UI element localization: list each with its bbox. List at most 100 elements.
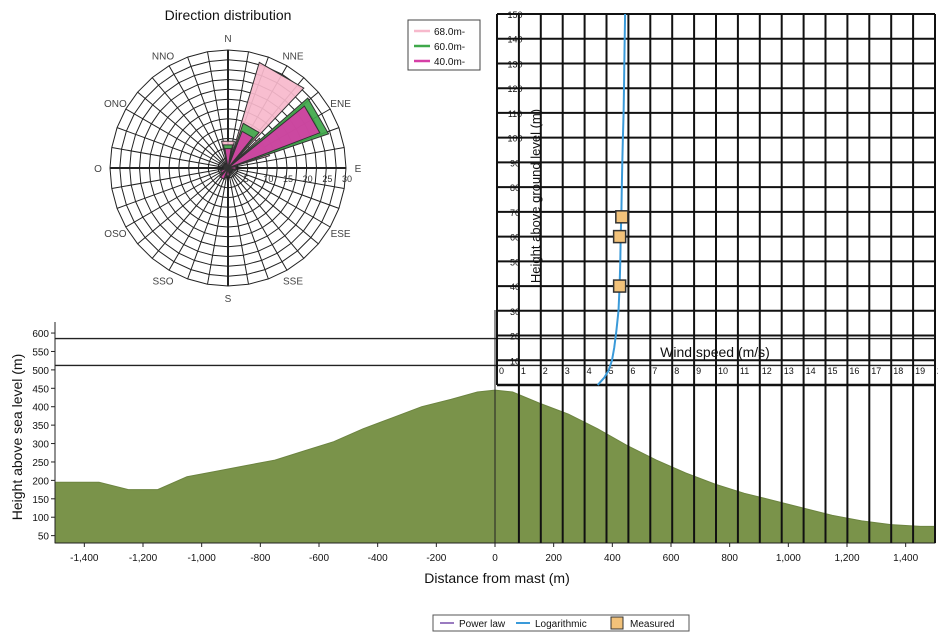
wind-x-tick-label: 16 — [849, 366, 859, 376]
wind-y-tick-label: 10 — [510, 356, 520, 366]
rose-spoke — [151, 77, 229, 169]
terrain-x-tick-label: 1,400 — [893, 553, 918, 564]
wind-x-tick-label: 2 — [543, 366, 548, 376]
rose-spoke — [227, 167, 331, 228]
wind-x-tick-label: 19 — [915, 366, 925, 376]
rose-legend-label: 60.0m- — [434, 42, 465, 53]
wind-xlabel: Wind speed (m/s) — [660, 344, 770, 360]
direction-rose: Direction distribution 5 10 15 20 25 30NNNEEN… — [94, 7, 362, 305]
rose-title: Direction distribution — [165, 7, 292, 23]
terrain-y-tick-label: 300 — [32, 440, 49, 451]
wind-y-tick-label: 150 — [507, 10, 522, 20]
rose-direction-label: SSE — [283, 277, 303, 288]
bottom-legend-box — [432, 614, 690, 632]
rose-spoke — [227, 167, 249, 285]
rose-spoke — [187, 56, 229, 169]
measured-point — [612, 279, 627, 293]
wind-y-tick-label: 70 — [510, 208, 520, 218]
wind-y-tick-label: 50 — [510, 257, 520, 267]
rose-wedge — [224, 148, 232, 169]
wind-x-tick-label: 15 — [828, 366, 838, 376]
measured-point — [615, 210, 629, 224]
terrain-ylabel: Height above sea level (m) — [9, 354, 25, 521]
wind-x-tick-label: 8 — [674, 366, 679, 376]
wind-y-tick-label: 30 — [510, 307, 520, 317]
wind-y-tick-label: 110 — [508, 109, 522, 119]
rose-radial-label: 10 — [263, 174, 273, 184]
rose-direction-label: ESE — [331, 229, 351, 240]
wind-y-tick-label: 80 — [510, 183, 520, 193]
terrain-x-tick-label: 600 — [663, 553, 680, 564]
bottom-legend-label: Measured — [630, 619, 674, 630]
bottom-legend-label: Logarithmic — [535, 619, 587, 630]
terrain-x-tick-label: 1,000 — [776, 553, 801, 564]
rose-spoke — [125, 108, 229, 169]
wind-y-tick-label: 90 — [510, 158, 520, 168]
rose-wedge — [227, 130, 254, 169]
terrain-y-tick-label: 50 — [38, 532, 50, 543]
rose-spoke — [111, 147, 229, 169]
rose-spoke — [187, 167, 229, 280]
rose-direction-label: N — [224, 34, 231, 45]
wind-x-tick-label: 17 — [871, 366, 881, 376]
terrain-chart: 50100150200250300350400450500550600-1,40… — [9, 310, 936, 586]
rose-legend-label: 68.0m- — [434, 27, 465, 38]
rose-spoke — [227, 167, 340, 209]
wind-y-tick-label: 100 — [507, 134, 522, 144]
rose-direction-label: S — [225, 294, 232, 305]
terrain-x-tick-label: 1,200 — [834, 553, 859, 564]
terrain-y-tick-label: 450 — [32, 384, 49, 395]
rose-wedge — [219, 167, 229, 174]
terrain-x-tick-label: -1,400 — [70, 553, 99, 564]
terrain-x-tick-label: -1,000 — [187, 553, 216, 564]
rose-direction-label: ONO — [104, 99, 127, 110]
terrain-x-tick-label: 800 — [721, 553, 738, 564]
terrain-axes: 50100150200250300350400450500550600-1,40… — [32, 310, 935, 564]
wind-x-tick-label: 6 — [630, 366, 635, 376]
wind-x-tick-label: 13 — [784, 366, 794, 376]
rose-spoke — [227, 167, 319, 245]
terrain-x-tick-label: -1,200 — [129, 553, 158, 564]
rose-radial-label: 15 — [283, 174, 293, 184]
rose-direction-label: O — [94, 164, 102, 175]
logarithmic-line — [596, 13, 627, 386]
rose-direction-label: E — [355, 164, 362, 175]
wind-y-tick-label: 140 — [507, 35, 522, 45]
wind-y-tick-label: 60 — [510, 233, 520, 243]
wind-x-tick-label: 11 — [740, 366, 749, 376]
terrain-x-tick-label: 200 — [545, 553, 562, 564]
wind-x-tick-label: 1 — [521, 366, 526, 376]
terrain-y-tick-label: 350 — [32, 421, 49, 432]
terrain-y-tick-label: 200 — [32, 476, 49, 487]
rose-spoke — [227, 167, 288, 271]
terrain-y-tick-label: 100 — [32, 513, 49, 524]
rose-wedge — [224, 163, 229, 169]
wind-x-tick-label: 3 — [565, 366, 570, 376]
rose-spoke — [227, 147, 345, 169]
rose-spoke — [116, 167, 229, 209]
bottom-legend-swatch — [610, 616, 624, 630]
terrain-x-tick-label: 400 — [604, 553, 621, 564]
wind-origin-label: 0 — [499, 366, 504, 376]
terrain-x-tick-label: -400 — [368, 553, 388, 564]
terrain-x-tick-label: 0 — [492, 553, 498, 564]
rose-spoke — [116, 127, 229, 169]
rose-direction-label: ENE — [330, 99, 351, 110]
terrain-y-tick-label: 500 — [32, 366, 49, 377]
bottom-legend: Power law Logarithmic Measured — [432, 614, 690, 632]
wind-x-tick-label: 14 — [806, 366, 816, 376]
terrain-x-tick-label: -600 — [309, 553, 329, 564]
rose-radial-label: 25 — [322, 174, 332, 184]
terrain-y-tick-label: 150 — [32, 495, 49, 506]
terrain-y-tick-label: 250 — [32, 458, 49, 469]
rose-spoke — [151, 167, 229, 259]
measured-point — [612, 229, 627, 244]
rose-spoke — [227, 167, 269, 280]
rose-spoke — [168, 65, 229, 169]
rose-direction-label: NNO — [152, 51, 174, 62]
wind-x-tick-label: 7 — [652, 366, 657, 376]
terrain-xlabel: Distance from mast (m) — [424, 570, 569, 586]
rose-direction-label: NNE — [282, 51, 303, 62]
